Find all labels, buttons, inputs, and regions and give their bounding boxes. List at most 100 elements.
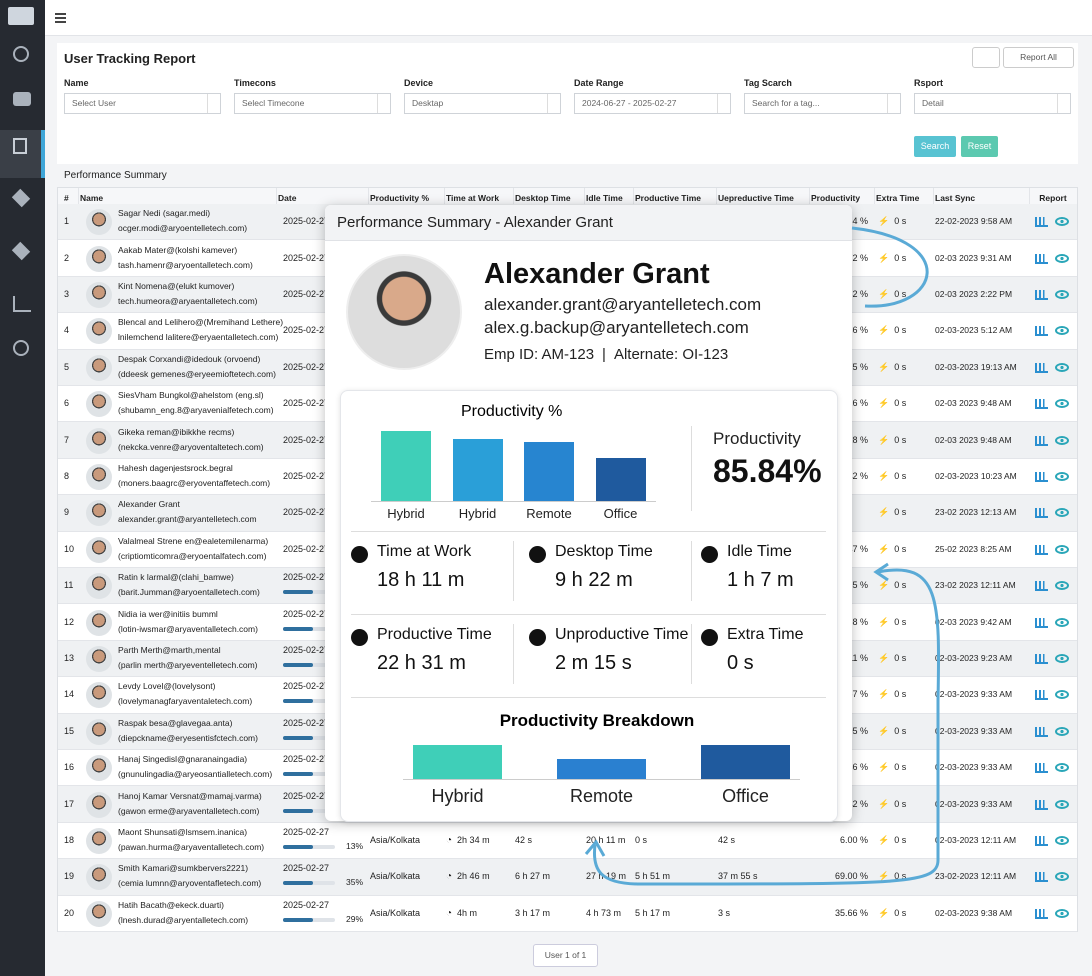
report-chart-button[interactable]: [1035, 326, 1048, 337]
progress-fill: [283, 845, 313, 849]
nav-icon[interactable]: [13, 92, 31, 106]
filter-input[interactable]: Select User: [64, 93, 221, 114]
divider: [513, 624, 514, 684]
report-view-button[interactable]: [1055, 508, 1069, 518]
productive: 5 h 51 m: [635, 871, 671, 882]
report-chart-button[interactable]: [1035, 217, 1048, 228]
report-view-button[interactable]: [1055, 581, 1069, 591]
user-email: (cemia lumnn@aryoventafletech.com): [118, 878, 262, 889]
view-toggle[interactable]: [972, 47, 1000, 68]
reset-button[interactable]: Reset: [961, 136, 998, 157]
column-header[interactable]: Productivity %: [370, 193, 430, 203]
report-chart-button[interactable]: [1035, 581, 1048, 592]
report-view-button[interactable]: [1055, 472, 1069, 481]
pagination[interactable]: User 1 of 1: [533, 944, 598, 967]
report-chart-button[interactable]: [1035, 508, 1048, 519]
report-view-button[interactable]: [1055, 290, 1069, 299]
row-number: 15: [64, 725, 75, 736]
column-header[interactable]: Desktop Time: [515, 193, 571, 203]
report-view-button[interactable]: [1055, 763, 1069, 773]
column-header[interactable]: Productivity: [811, 193, 861, 203]
column-header[interactable]: Report: [1039, 193, 1067, 203]
column-header[interactable]: Idle Time: [586, 193, 623, 203]
report-view-button[interactable]: [1055, 326, 1069, 336]
report-all-button[interactable]: Report All: [1003, 47, 1074, 68]
filter-input[interactable]: Selecl Timecone: [234, 93, 391, 114]
report-view-button[interactable]: [1055, 654, 1069, 663]
user-name: Alexander Grant: [118, 499, 180, 510]
column-header[interactable]: #: [64, 193, 69, 203]
report-view-button[interactable]: [1055, 690, 1069, 700]
row-number: 14: [64, 689, 75, 700]
column-header[interactable]: Date: [278, 193, 297, 203]
column-header[interactable]: Uepreductive Time: [718, 193, 794, 203]
report-view-button[interactable]: [1055, 872, 1069, 882]
table-row: [58, 859, 1077, 896]
report-chart-button[interactable]: [1035, 253, 1048, 264]
report-chart-button[interactable]: [1035, 690, 1048, 701]
report-view-button[interactable]: [1055, 435, 1069, 445]
nav-icon[interactable]: [13, 46, 29, 62]
report-chart-button[interactable]: [1035, 908, 1048, 919]
productivity: 05 %: [847, 725, 868, 736]
search-button[interactable]: Search: [914, 136, 956, 157]
nav-icon[interactable]: [13, 296, 31, 312]
extra-time: 0 s: [878, 289, 906, 300]
report-view-button[interactable]: [1055, 726, 1069, 736]
unproductive: 3 s: [718, 907, 731, 918]
filter-input[interactable]: Detail: [914, 93, 1071, 114]
date: 2025-02-27: [283, 790, 330, 801]
report-view-button[interactable]: [1055, 253, 1069, 263]
report-view-button[interactable]: [1055, 617, 1069, 627]
report-chart-button[interactable]: [1035, 872, 1048, 883]
last-sync: 02-03-2023 10:23 AM: [935, 471, 1017, 481]
row-avatar: [86, 318, 112, 345]
report-view-button[interactable]: [1055, 399, 1069, 409]
user-email: lnilemchend lalitere@eryaentalletech.com…: [118, 332, 279, 343]
row-number: 11: [64, 580, 74, 591]
date: 2025-02-27: [283, 754, 330, 765]
column-header[interactable]: Extra Time: [876, 193, 920, 203]
column-header[interactable]: Productive Time: [635, 193, 701, 203]
last-sync: 23-02 2023 12:11 AM: [935, 580, 1016, 591]
report-chart-button[interactable]: [1035, 399, 1048, 410]
filter-input[interactable]: Desktap: [404, 93, 561, 114]
nav-icon[interactable]: [13, 340, 29, 356]
report-view-button[interactable]: [1055, 362, 1069, 372]
report-chart-button[interactable]: [1035, 362, 1048, 373]
last-sync: 02-03-2023 9:33 AM: [935, 689, 1013, 700]
report-chart-button[interactable]: [1035, 726, 1048, 737]
nav-active[interactable]: [0, 130, 45, 178]
productivity-label: Productivity: [713, 429, 801, 448]
unproductive: 42 s: [718, 835, 736, 845]
report-chart-button[interactable]: [1035, 617, 1048, 628]
report-chart-button[interactable]: [1035, 290, 1048, 300]
report-view-button[interactable]: [1055, 544, 1069, 554]
emp-id: Emp ID: AM-123 | Alternate: OI-123: [484, 346, 728, 363]
report-chart-button[interactable]: [1035, 836, 1048, 846]
divider: [691, 624, 692, 684]
extra-time: 0 s: [878, 689, 906, 700]
report-chart-button[interactable]: [1035, 799, 1048, 810]
stat-icon: [529, 629, 546, 646]
report-view-button[interactable]: [1055, 908, 1069, 918]
report-chart-button[interactable]: [1035, 472, 1048, 482]
report-view-button[interactable]: [1055, 836, 1069, 845]
date: 2025-02-27: [283, 572, 330, 583]
report-chart-button[interactable]: [1035, 435, 1048, 446]
report-chart-button[interactable]: [1035, 544, 1048, 555]
report-view-button[interactable]: [1055, 217, 1069, 227]
column-header[interactable]: Name: [80, 193, 104, 203]
row-avatar: [86, 755, 112, 782]
report-view-button[interactable]: [1055, 799, 1069, 809]
filter-input[interactable]: 2024-06-27 - 2025-02-27: [574, 93, 731, 114]
filter-input[interactable]: Search for a tag...: [744, 93, 901, 114]
menu-button[interactable]: [55, 13, 66, 15]
logo[interactable]: [8, 7, 34, 25]
column-header[interactable]: Last Sync: [935, 193, 976, 203]
report-chart-button[interactable]: [1035, 654, 1048, 664]
row-avatar: [86, 609, 112, 636]
column-header[interactable]: Time at Work: [446, 193, 500, 203]
report-chart-button[interactable]: [1035, 763, 1048, 774]
